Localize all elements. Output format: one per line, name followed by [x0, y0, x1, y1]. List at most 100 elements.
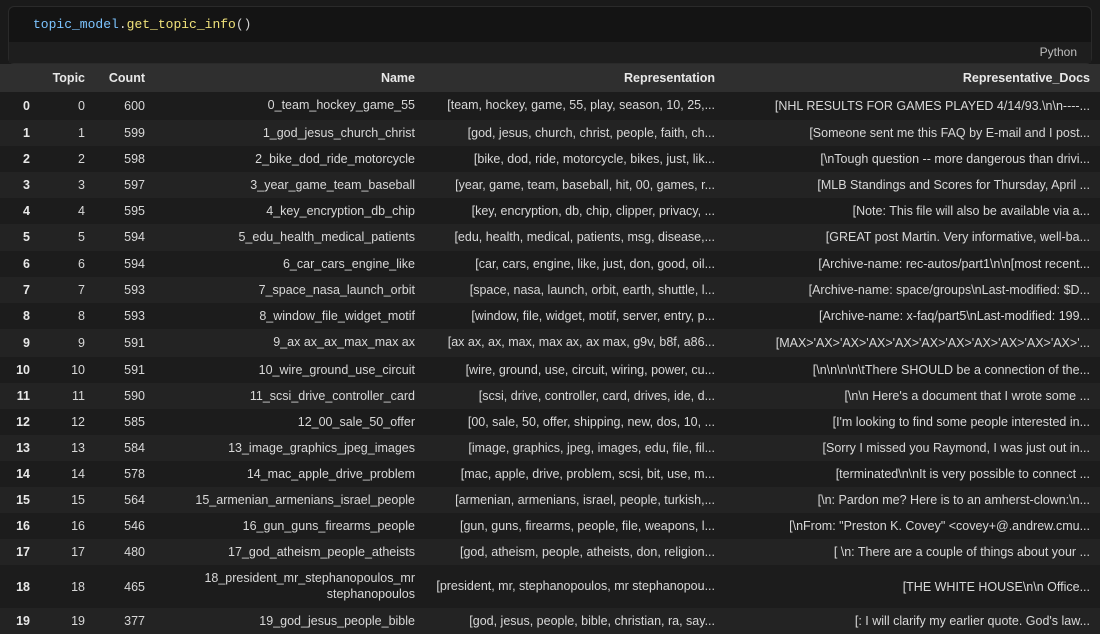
cell-docs: [Archive-name: space/groups\nLast-modifi… [725, 277, 1100, 303]
cell-repr: [gun, guns, firearms, people, file, weap… [425, 513, 725, 539]
cell-name: 11_scsi_drive_controller_card [155, 383, 425, 409]
cell-index: 15 [0, 487, 40, 513]
cell-count: 594 [95, 224, 155, 252]
cell-name: 13_image_graphics_jpeg_images [155, 435, 425, 461]
cell-count: 599 [95, 120, 155, 146]
cell-count: 591 [95, 329, 155, 357]
cell-index: 3 [0, 172, 40, 198]
cell-index: 5 [0, 224, 40, 252]
cell-docs: [\nFrom: "Preston K. Covey" <covey+@.and… [725, 513, 1100, 539]
cell-index: 19 [0, 608, 40, 634]
cell-topic: 3 [40, 172, 95, 198]
cell-name: 4_key_encryption_db_chip [155, 198, 425, 224]
cell-name: 3_year_game_team_baseball [155, 172, 425, 198]
table-row: 121258512_00_sale_50_offer[00, sale, 50,… [0, 409, 1100, 435]
cell-docs: [THE WHITE HOUSE\n\n Office... [725, 565, 1100, 608]
table-row: 101059110_wire_ground_use_circuit[wire, … [0, 357, 1100, 383]
cell-name: 7_space_nasa_launch_orbit [155, 277, 425, 303]
table-row: 151556415_armenian_armenians_israel_peop… [0, 487, 1100, 513]
cell-count: 598 [95, 146, 155, 172]
table-row: 555945_edu_health_medical_patients[edu, … [0, 224, 1100, 252]
cell-count: 585 [95, 409, 155, 435]
col-header-repr: Representation [425, 64, 725, 92]
cell-count: 595 [95, 198, 155, 224]
code-token-object: topic_model [33, 17, 119, 32]
cell-name: 17_god_atheism_people_atheists [155, 539, 425, 565]
cell-docs: [Note: This file will also be available … [725, 198, 1100, 224]
cell-index: 17 [0, 539, 40, 565]
cell-topic: 19 [40, 608, 95, 634]
cell-name: 19_god_jesus_people_bible [155, 608, 425, 634]
col-header-index [0, 64, 40, 92]
cell-docs: [\nTough question -- more dangerous than… [725, 146, 1100, 172]
cell-index: 0 [0, 92, 40, 120]
cell-repr: [image, graphics, jpeg, images, edu, fil… [425, 435, 725, 461]
cell-index: 13 [0, 435, 40, 461]
cell-topic: 11 [40, 383, 95, 409]
cell-topic: 2 [40, 146, 95, 172]
cell-count: 597 [95, 172, 155, 198]
table-row: 111159011_scsi_drive_controller_card[scs… [0, 383, 1100, 409]
cell-docs: [Someone sent me this FAQ by E-mail and … [725, 120, 1100, 146]
cell-repr: [year, game, team, baseball, hit, 00, ga… [425, 172, 725, 198]
cell-name: 8_window_file_widget_motif [155, 303, 425, 329]
cell-index: 9 [0, 329, 40, 357]
cell-topic: 17 [40, 539, 95, 565]
cell-docs: [\n\n Here's a document that I wrote som… [725, 383, 1100, 409]
notebook-cell: topic_model.get_topic_info() Python [8, 6, 1092, 64]
cell-topic: 6 [40, 251, 95, 277]
cell-index: 10 [0, 357, 40, 383]
cell-docs: [Sorry I missed you Raymond, I was just … [725, 435, 1100, 461]
code-input[interactable]: topic_model.get_topic_info() [9, 7, 1091, 42]
col-header-docs: Representative_Docs [725, 64, 1100, 92]
cell-docs: [MAX>'AX>'AX>'AX>'AX>'AX>'AX>'AX>'AX>'AX… [725, 329, 1100, 357]
cell-name: 5_edu_health_medical_patients [155, 224, 425, 252]
table-header-row: Topic Count Name Representation Represen… [0, 64, 1100, 92]
table-row: 225982_bike_dod_ride_motorcycle[bike, do… [0, 146, 1100, 172]
table-body: 006000_team_hockey_game_55[team, hockey,… [0, 92, 1100, 634]
cell-index: 8 [0, 303, 40, 329]
cell-count: 600 [95, 92, 155, 120]
cell-topic: 7 [40, 277, 95, 303]
cell-repr: [team, hockey, game, 55, play, season, 1… [425, 92, 725, 120]
cell-topic: 16 [40, 513, 95, 539]
table-row: 131358413_image_graphics_jpeg_images[ima… [0, 435, 1100, 461]
cell-name: 18_president_mr_stephanopoulos_mr stepha… [155, 565, 425, 608]
cell-docs: [GREAT post Martin. Very informative, we… [725, 224, 1100, 252]
output-table: Topic Count Name Representation Represen… [0, 64, 1100, 634]
col-header-count: Count [95, 64, 155, 92]
cell-docs: [: I will clarify my earlier quote. God'… [725, 608, 1100, 634]
cell-name: 16_gun_guns_firearms_people [155, 513, 425, 539]
cell-index: 6 [0, 251, 40, 277]
cell-repr: [god, jesus, church, christ, people, fai… [425, 120, 725, 146]
cell-name: 0_team_hockey_game_55 [155, 92, 425, 120]
cell-name: 1_god_jesus_church_christ [155, 120, 425, 146]
cell-repr: [god, jesus, people, bible, christian, r… [425, 608, 725, 634]
cell-repr: [window, file, widget, motif, server, en… [425, 303, 725, 329]
cell-topic: 4 [40, 198, 95, 224]
table-row: 775937_space_nasa_launch_orbit[space, na… [0, 277, 1100, 303]
cell-name: 2_bike_dod_ride_motorcycle [155, 146, 425, 172]
cell-topic: 12 [40, 409, 95, 435]
cell-topic: 15 [40, 487, 95, 513]
table-row: 115991_god_jesus_church_christ[god, jesu… [0, 120, 1100, 146]
cell-count: 594 [95, 251, 155, 277]
code-token-dot: . [119, 17, 127, 32]
cell-repr: [god, atheism, people, atheists, don, re… [425, 539, 725, 565]
cell-count: 480 [95, 539, 155, 565]
cell-repr: [scsi, drive, controller, card, drives, … [425, 383, 725, 409]
cell-count: 564 [95, 487, 155, 513]
cell-repr: [car, cars, engine, like, just, don, goo… [425, 251, 725, 277]
cell-topic: 5 [40, 224, 95, 252]
cell-docs: [\n: Pardon me? Here is to an amherst-cl… [725, 487, 1100, 513]
table-row: 995919_ax ax_ax_max_max ax[ax ax, ax, ma… [0, 329, 1100, 357]
cell-docs: [terminated\n\nIt is very possible to co… [725, 461, 1100, 487]
cell-name: 10_wire_ground_use_circuit [155, 357, 425, 383]
col-header-topic: Topic [40, 64, 95, 92]
table-row: 665946_car_cars_engine_like[car, cars, e… [0, 251, 1100, 277]
cell-docs: [\n\n\n\n\tThere SHOULD be a connection … [725, 357, 1100, 383]
cell-repr: [bike, dod, ride, motorcycle, bikes, jus… [425, 146, 725, 172]
cell-docs: [Archive-name: x-faq/part5\nLast-modifie… [725, 303, 1100, 329]
cell-repr: [space, nasa, launch, orbit, earth, shut… [425, 277, 725, 303]
cell-name: 15_armenian_armenians_israel_people [155, 487, 425, 513]
